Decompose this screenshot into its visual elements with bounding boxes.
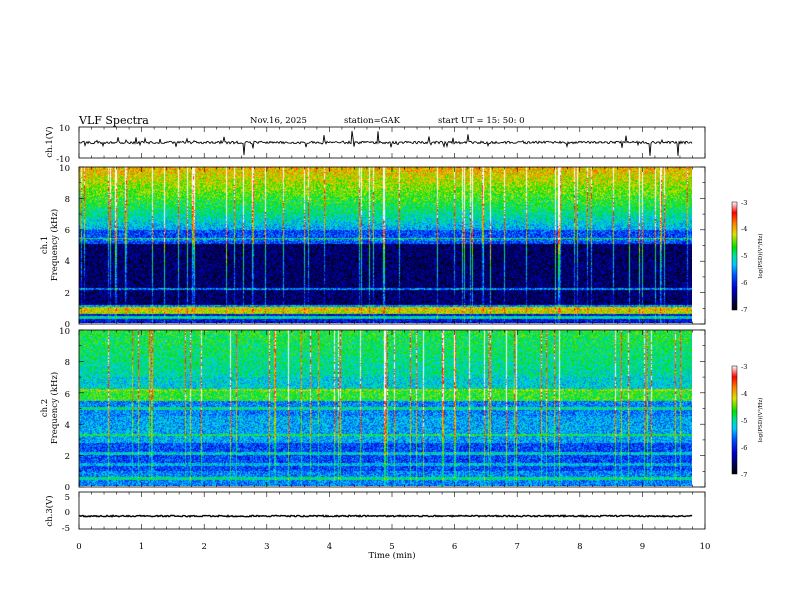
ch2-freq-tick-4: 4 — [65, 421, 70, 431]
ch3-waveform-ylabel: ch.3(V) — [44, 495, 55, 526]
time-tick-5: 5 — [389, 542, 394, 552]
ch2-freq-tick-10: 10 — [59, 327, 70, 337]
ch1-freq-tick-4: 4 — [65, 257, 70, 267]
ch1-colorbar-label: log(PSD)(V²/Hz) — [757, 234, 764, 279]
ch2-spectrogram-ticks — [78, 329, 706, 488]
ch2-colorbar-label: log(PSD)(V²/Hz) — [757, 398, 764, 443]
ch3-waveform-line — [78, 514, 693, 519]
ch2-freq-tick-8: 8 — [65, 358, 70, 368]
ch1-freq-tick-6: 6 — [65, 226, 70, 236]
ch2-cbar-tick-6: -6 — [741, 444, 747, 452]
ch1-spectrogram-yticklabels: 0 2 4 6 8 10 — [59, 164, 70, 330]
ch3-waveform-panel: 5 0 -5 ch.3(V) 0 1 2 3 4 5 6 7 8 9 10 Ti… — [44, 491, 710, 561]
date-label: Nov.16, 2025 — [250, 116, 307, 126]
ch3-waveform-frame — [78, 491, 706, 530]
start-time-label: start UT = 15: 50: 0 — [438, 116, 525, 126]
ch1-waveform-panel: 10 -10 ch.1(V) — [44, 124, 706, 165]
ch2-cbar-tick-7: -7 — [741, 471, 747, 479]
ch1-spectrogram-ylabel-1: ch.1 — [40, 236, 50, 254]
ch1-waveform-ticks — [78, 127, 706, 158]
ch1-freq-tick-0: 0 — [65, 320, 70, 330]
time-tick-6: 6 — [452, 542, 457, 552]
ch1-spectrogram-ylabel-2: Frequency (kHz) — [49, 209, 60, 281]
ch1-waveform-line — [78, 130, 693, 156]
ch1-waveform-ylabel: ch.1(V) — [44, 126, 55, 157]
ch2-spectrogram-panel: 0 2 4 6 8 10 ch.2 Frequency (kHz) — [40, 327, 706, 493]
time-tick-9: 9 — [640, 542, 645, 552]
figure-title: VLF Spectra — [78, 114, 149, 127]
ch2-freq-tick-0: 0 — [65, 483, 70, 493]
ch3-ytick-bottom: -5 — [62, 524, 70, 534]
ch2-spectrogram-ylabel-2: Frequency (kHz) — [49, 372, 60, 444]
ch1-cbar-tick-4: -4 — [741, 225, 747, 233]
time-tick-8: 8 — [577, 542, 582, 552]
ch1-spectrogram-panel: 0 2 4 6 8 10 ch.1 Frequency (kHz) — [40, 164, 706, 330]
time-tick-1: 1 — [139, 542, 144, 552]
time-tick-2: 2 — [201, 542, 206, 552]
ch1-spectrogram-ticks — [78, 166, 706, 325]
ch1-spectrogram-image — [79, 167, 692, 323]
ch3-waveform-ticks — [78, 492, 706, 529]
ch3-ytick-mid: 0 — [65, 508, 70, 518]
ch1-freq-tick-8: 8 — [65, 195, 70, 205]
ch2-cbar-tick-4: -4 — [741, 390, 747, 398]
ch1-freq-tick-10: 10 — [59, 164, 70, 174]
ch1-colorbar: -3 -4 -5 -6 -7 log(PSD)(V²/Hz) — [731, 199, 764, 314]
time-tick-0: 0 — [76, 542, 81, 552]
ch1-cbar-tick-3: -3 — [741, 199, 747, 207]
time-tick-4: 4 — [327, 542, 332, 552]
ch2-cbar-tick-3: -3 — [741, 363, 747, 371]
ch1-ytick-bottom: -10 — [56, 155, 70, 165]
ch1-cbar-tick-6: -6 — [741, 279, 747, 287]
ch1-cbar-tick-7: -7 — [741, 306, 747, 314]
ch2-spectrogram-ylabel-1: ch.2 — [40, 399, 50, 417]
station-label: station=GAK — [344, 116, 401, 126]
ch2-spectrogram-yticklabels: 0 2 4 6 8 10 — [59, 327, 70, 493]
ch2-cbar-tick-5: -5 — [741, 417, 747, 425]
time-axis-label: Time (min) — [368, 550, 415, 561]
ch2-freq-tick-2: 2 — [65, 452, 70, 462]
time-tick-3: 3 — [264, 542, 269, 552]
ch1-freq-tick-2: 2 — [65, 289, 70, 299]
ch2-colorbar-scale — [731, 365, 738, 475]
time-tick-10: 10 — [700, 542, 711, 552]
ch3-ytick-top: 5 — [65, 493, 70, 503]
ch2-freq-tick-6: 6 — [65, 390, 70, 400]
time-tick-7: 7 — [514, 542, 519, 552]
time-axis-ticklabels: 0 1 2 3 4 5 6 7 8 9 10 — [76, 542, 710, 552]
ch2-colorbar: -3 -4 -5 -6 -7 log(PSD)(V²/Hz) — [731, 363, 764, 479]
ch1-colorbar-scale — [731, 201, 738, 311]
ch1-cbar-tick-5: -5 — [741, 252, 747, 260]
ch2-spectrogram-image — [79, 330, 692, 486]
ch1-ytick-top: 10 — [59, 124, 70, 134]
